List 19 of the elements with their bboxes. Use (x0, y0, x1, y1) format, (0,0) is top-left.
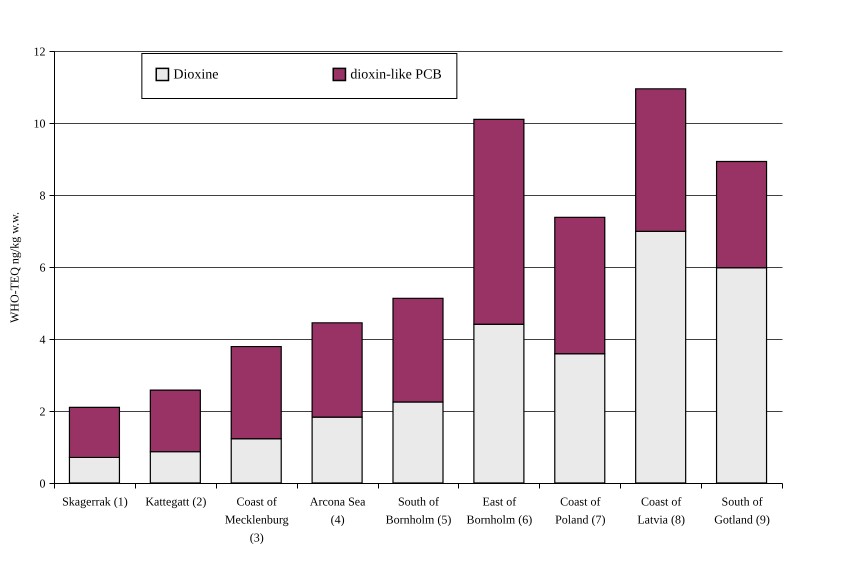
x-tick-label: Coast of Mecklenburg (3) (224, 494, 289, 544)
x-tick-label: South of Bornholm (5) (386, 494, 452, 526)
x-tick-label: East of Bornholm (6) (466, 494, 532, 526)
y-tick-label: 2 (40, 404, 46, 418)
y-tick-label: 0 (40, 476, 46, 490)
y-tick-label: 10 (34, 116, 46, 130)
y-tick-label: 8 (40, 188, 46, 202)
x-tick-label: Coast of Poland (7) (555, 494, 606, 526)
legend-label: Dioxine (173, 67, 218, 82)
y-tick-label: 6 (40, 260, 46, 274)
x-tick-label: Arcona Sea (4) (310, 494, 366, 526)
legend-label: dioxin-like PCB (350, 67, 442, 82)
x-tick-label: Skagerrak (1) (62, 494, 128, 508)
y-tick-label: 4 (40, 332, 46, 346)
x-tick-label: South of Gotland (9) (714, 494, 770, 526)
x-tick-label: Kattegatt (2) (145, 494, 206, 508)
y-axis-title: WHO-TEQ ng/kg w.w. (8, 212, 22, 324)
y-tick-label: 12 (34, 44, 46, 58)
x-tick-label: Coast of Latvia (8) (637, 494, 685, 526)
